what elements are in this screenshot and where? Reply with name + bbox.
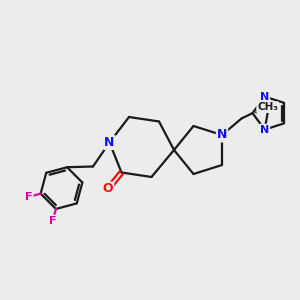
Text: CH₃: CH₃ <box>257 102 278 112</box>
Text: F: F <box>49 216 57 226</box>
Text: N: N <box>217 128 227 142</box>
Text: N: N <box>104 136 115 149</box>
Text: O: O <box>103 182 113 196</box>
Text: F: F <box>25 192 33 202</box>
Text: N: N <box>260 124 269 135</box>
Text: N: N <box>260 92 269 102</box>
